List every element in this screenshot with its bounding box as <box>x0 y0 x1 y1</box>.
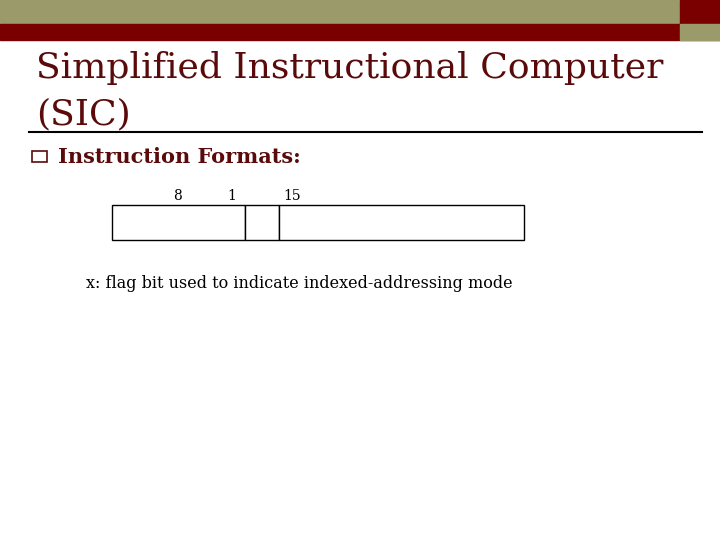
Text: 8: 8 <box>174 188 182 202</box>
Text: address: address <box>374 216 430 229</box>
Text: (SIC): (SIC) <box>36 97 131 131</box>
Bar <box>680 0 720 40</box>
Text: opcode: opcode <box>153 216 204 229</box>
Text: 15: 15 <box>284 188 301 202</box>
Text: x: flag bit used to indicate indexed-addressing mode: x: flag bit used to indicate indexed-add… <box>86 275 513 292</box>
Text: x: x <box>258 216 266 229</box>
Bar <box>0 24 680 40</box>
Text: 1: 1 <box>228 188 236 202</box>
Text: Simplified Instructional Computer: Simplified Instructional Computer <box>36 51 663 85</box>
Bar <box>112 205 245 240</box>
Text: Instruction Formats:: Instruction Formats: <box>58 146 301 167</box>
Bar <box>680 24 720 40</box>
Bar <box>0 0 720 24</box>
Bar <box>32 151 47 162</box>
Bar <box>245 205 279 240</box>
Bar <box>279 205 524 240</box>
